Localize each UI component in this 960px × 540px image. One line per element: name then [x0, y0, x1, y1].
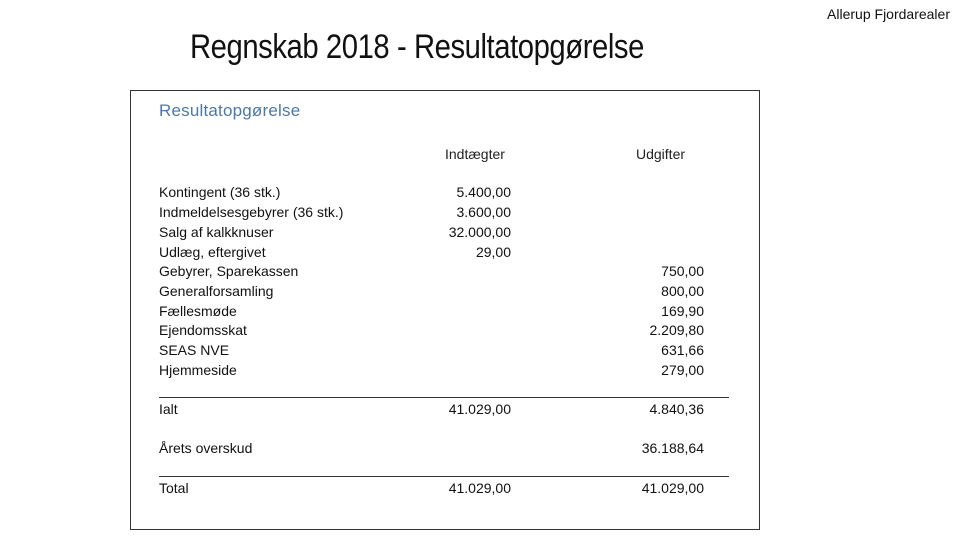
- row-label: Generalforsamling: [159, 283, 274, 299]
- subtotal-row: Ialt 41.029,00 4.840,36: [131, 401, 759, 421]
- income-statement-document: Resultatopgørelse Indtægter Udgifter Kon…: [130, 90, 760, 530]
- row-expense: 41.029,00: [641, 480, 704, 496]
- column-header-expenses: Udgifter: [636, 146, 686, 162]
- row-label: Årets overskud: [159, 440, 253, 456]
- row-income: 32.000,00: [448, 224, 511, 240]
- table-row: Kontingent (36 stk.) 5.400,00: [131, 184, 759, 204]
- document-heading: Resultatopgørelse: [159, 101, 301, 120]
- column-header-income: Indtægter: [445, 146, 505, 162]
- row-expense: 169,90: [661, 303, 704, 319]
- row-label: Fællesmøde: [159, 303, 237, 319]
- row-income: 5.400,00: [456, 184, 512, 200]
- table-row: Fællesmøde 169,90: [131, 303, 759, 323]
- table-row: Udlæg, eftergivet 29,00: [131, 244, 759, 264]
- table-row: SEAS NVE 631,66: [131, 342, 759, 362]
- divider: [159, 397, 729, 398]
- organization-name: Allerup Fjordarealer: [827, 6, 950, 22]
- slide-title: Regnskab 2018 - Resultatopgørelse: [190, 28, 644, 66]
- table-row: Generalforsamling 800,00: [131, 283, 759, 303]
- table-row: Gebyrer, Sparekassen 750,00: [131, 263, 759, 283]
- row-label: SEAS NVE: [159, 342, 230, 358]
- surplus-row: Årets overskud 36.188,64: [131, 440, 759, 460]
- table-row: Salg af kalkknuser 32.000,00: [131, 224, 759, 244]
- row-income: 41.029,00: [448, 480, 511, 496]
- row-label: Gebyrer, Sparekassen: [159, 263, 299, 279]
- row-expense: 279,00: [661, 362, 704, 378]
- divider: [159, 476, 729, 477]
- row-expense: 36.188,64: [641, 440, 704, 456]
- row-expense: 4.840,36: [649, 401, 705, 417]
- row-label: Kontingent (36 stk.): [159, 184, 281, 200]
- row-label: Ialt: [159, 401, 178, 417]
- table-row: Hjemmeside 279,00: [131, 362, 759, 382]
- row-label: Ejendomsskat: [159, 322, 247, 338]
- row-income: 29,00: [475, 244, 511, 260]
- row-label: Hjemmeside: [159, 362, 237, 378]
- row-label: Total: [159, 480, 189, 496]
- row-label: Indmeldelsesgebyrer (36 stk.): [159, 204, 344, 220]
- row-income: 3.600,00: [456, 204, 512, 220]
- row-expense: 800,00: [661, 283, 704, 299]
- row-expense: 631,66: [661, 342, 704, 358]
- total-row: Total 41.029,00 41.029,00: [131, 480, 759, 500]
- row-label: Udlæg, eftergivet: [159, 244, 266, 260]
- table-row: Indmeldelsesgebyrer (36 stk.) 3.600,00: [131, 204, 759, 224]
- row-income: 41.029,00: [448, 401, 511, 417]
- row-label: Salg af kalkknuser: [159, 224, 274, 240]
- row-expense: 2.209,80: [649, 322, 705, 338]
- row-expense: 750,00: [661, 263, 704, 279]
- table-row: Ejendomsskat 2.209,80: [131, 322, 759, 342]
